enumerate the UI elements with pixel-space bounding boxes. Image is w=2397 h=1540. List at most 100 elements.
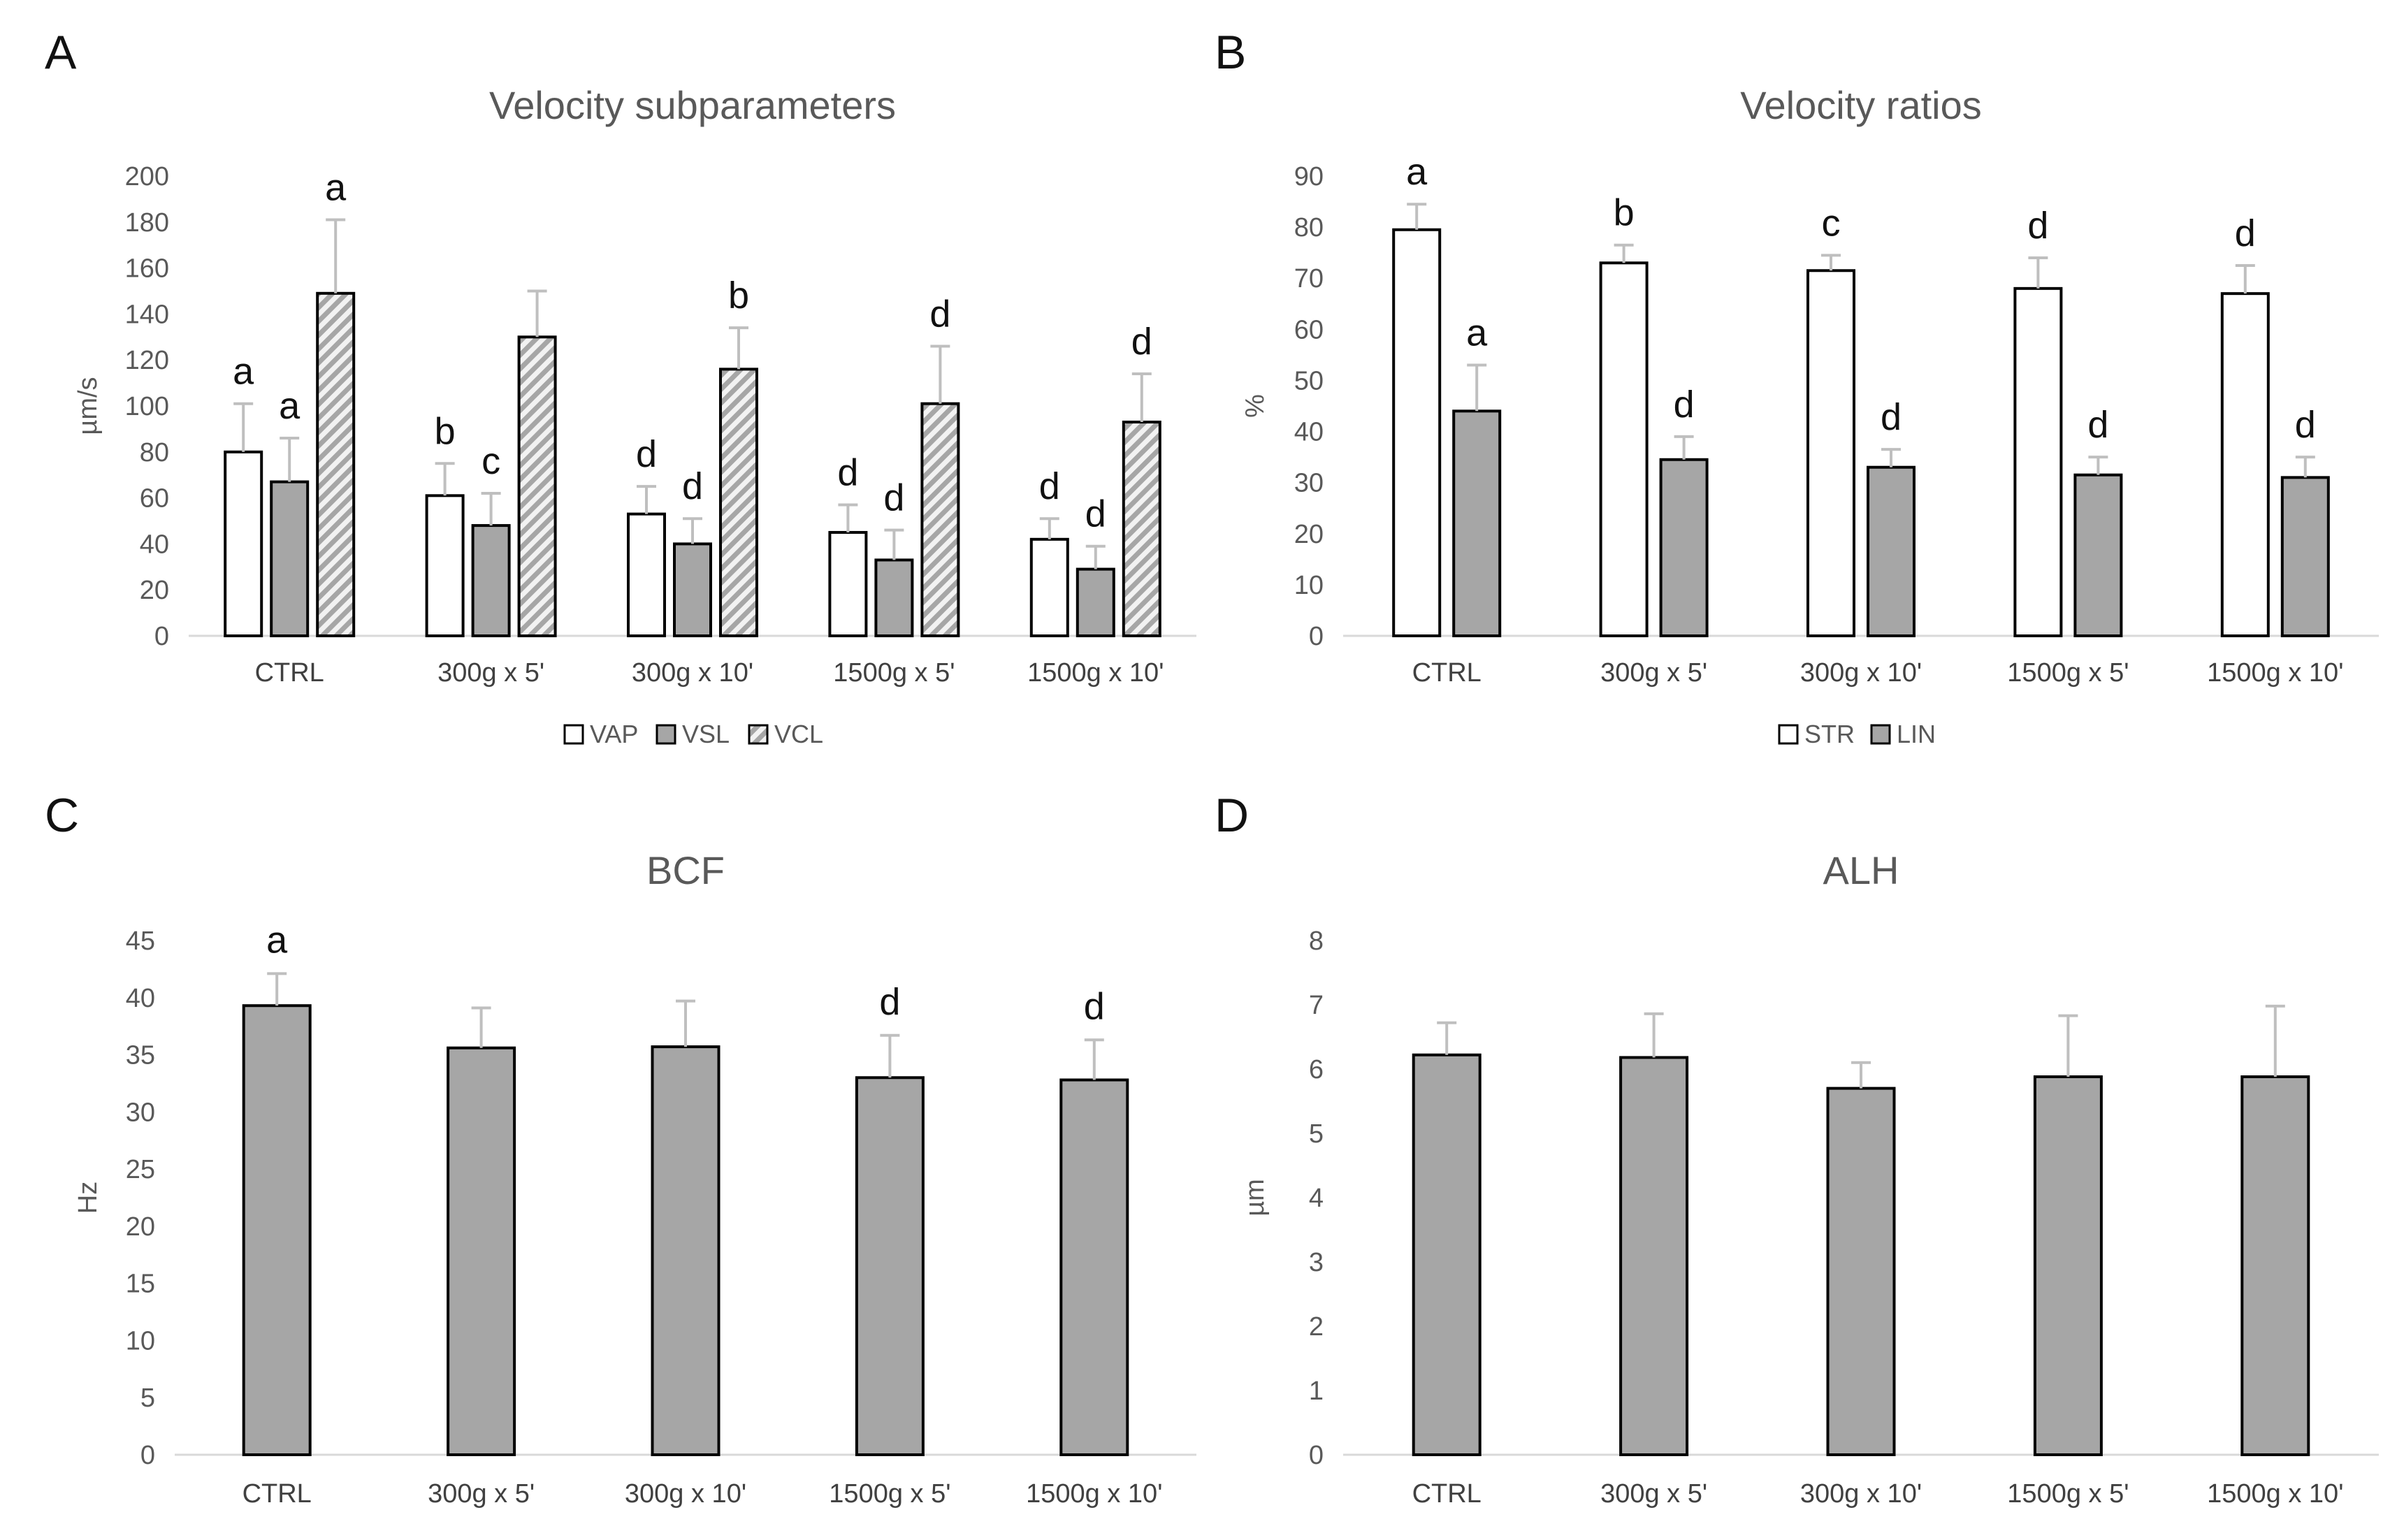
category-label: 1500g x 10' [1027, 658, 1164, 688]
legend-label-vap: VAP [590, 720, 638, 748]
bar-vap [224, 450, 263, 637]
category-label: CTRL [1412, 1479, 1482, 1509]
chart-title-c: BCF [646, 848, 725, 892]
category-label: CTRL [255, 658, 324, 688]
y-tick-label: 80 [1294, 213, 1324, 242]
bar-vsl [270, 480, 310, 637]
bar-value [447, 1046, 516, 1456]
charts-layer: Velocity subparameters020406080100120140… [73, 83, 2379, 1509]
bar-value [651, 1045, 720, 1456]
bar-vap [425, 494, 465, 637]
significance-label: a [1466, 312, 1488, 354]
category-label: 300g x 5' [428, 1479, 535, 1509]
significance-label: d [1085, 493, 1106, 535]
significance-label: a [1406, 151, 1428, 193]
bar-vcl [920, 402, 960, 638]
chart-panel-a: Velocity subparameters 0 20 40 60 80 100 120 140… [73, 83, 1196, 748]
y-tick-label: 30 [126, 1098, 155, 1127]
chart-panel-c: BCF 0 5 10 15 20 25 30 35 40 45 Hz CTRL a 300g x 5' 300… [73, 848, 1196, 1509]
category-label: 1500g x 10' [2207, 658, 2343, 688]
chart-title-b: Velocity ratios [1740, 83, 1982, 127]
bar-vap [1029, 537, 1069, 637]
y-tick-label: 90 [1294, 162, 1324, 191]
y-tick-label: 0 [140, 1441, 155, 1470]
bar-vsl [1076, 567, 1115, 638]
y-axis-label: µm [1240, 1179, 1270, 1216]
significance-label: a [233, 351, 254, 393]
bar-vcl [719, 368, 758, 637]
panel-letter-b: B [1215, 26, 1246, 79]
category-label: 1500g x 10' [2207, 1479, 2343, 1509]
significance-label: d [929, 293, 950, 335]
category-label: 300g x 10' [1800, 658, 1922, 688]
legend-swatch-vcl [748, 724, 769, 745]
y-tick-label: 4 [1309, 1184, 1324, 1213]
y-tick-label: 1 [1309, 1376, 1324, 1406]
y-tick-label: 50 [1294, 366, 1324, 395]
bar-value [242, 1004, 312, 1456]
y-tick-label: 70 [1294, 264, 1324, 293]
significance-label: a [279, 385, 300, 427]
category-label: 300g x 10' [1800, 1479, 1922, 1509]
bar-lin [1452, 409, 1502, 637]
significance-label: d [636, 433, 657, 475]
y-tick-label: 40 [1294, 418, 1324, 447]
significance-label: b [1614, 192, 1635, 234]
significance-label: b [435, 410, 456, 452]
y-axis-label: µm/s [73, 377, 103, 435]
category-label: 1500g x 10' [1026, 1479, 1162, 1509]
category-label: CTRL [1412, 658, 1482, 688]
y-tick-label: 2 [1309, 1312, 1324, 1342]
significance-label: d [1674, 384, 1695, 426]
bar-vsl [673, 542, 712, 638]
category-label: CTRL [242, 1479, 312, 1509]
y-tick-label: 100 [125, 392, 169, 421]
legend-swatch-lin [1870, 724, 1891, 745]
significance-label: d [837, 451, 858, 493]
y-tick-label: 40 [126, 984, 155, 1013]
bar-lin [2073, 473, 2123, 638]
y-tick-label: 60 [1294, 315, 1324, 344]
bar-vcl [1122, 421, 1161, 638]
category-label: 300g x 10' [625, 1479, 746, 1509]
bar-value [855, 1076, 925, 1457]
y-tick-label: 180 [125, 208, 169, 238]
y-tick-label: 120 [125, 346, 169, 375]
y-tick-label: 15 [126, 1270, 155, 1299]
chart-panel-d: ALH 0 1 2 3 4 5 6 7 8 µm CTRL 300g x 5' 300g x 10' 150… [1240, 848, 2379, 1509]
y-tick-label: 200 [125, 162, 169, 191]
bar-str [1806, 269, 1855, 637]
bar-lin [1867, 465, 1916, 637]
bar-str [2220, 292, 2270, 637]
bar-vap [627, 512, 666, 637]
y-tick-label: 8 [1309, 927, 1324, 956]
legend-swatch-vap [563, 724, 584, 745]
bar-value [2033, 1075, 2103, 1457]
chart-panel-b: Velocity ratios 0 10 20 30 40 50 60 70 80 90% CTRL a… [1240, 83, 2379, 748]
y-tick-label: 80 [140, 438, 169, 467]
significance-label: d [2087, 404, 2108, 446]
significance-label: d [1881, 396, 1902, 438]
significance-label: d [682, 465, 703, 507]
significance-label: c [481, 440, 500, 482]
y-tick-label: 0 [1309, 1441, 1324, 1470]
category-label: 300g x 10' [632, 658, 753, 688]
legend-label-vsl: VSL [682, 720, 730, 748]
category-label: 1500g x 5' [2007, 658, 2129, 688]
panel-letter-d: D [1215, 789, 1249, 842]
y-tick-label: 30 [1294, 469, 1324, 498]
y-tick-label: 20 [1294, 520, 1324, 549]
significance-label: a [325, 167, 347, 209]
bar-vsl [471, 524, 511, 638]
y-tick-label: 140 [125, 300, 169, 329]
category-label: 1500g x 5' [829, 1479, 950, 1509]
chart-title-a: Velocity subparameters [489, 83, 896, 127]
significance-label: a [266, 919, 288, 961]
y-tick-label: 60 [140, 484, 169, 514]
y-tick-label: 0 [154, 622, 169, 651]
bar-str [2013, 286, 2063, 637]
y-tick-label: 5 [1309, 1119, 1324, 1149]
y-axis-label: % [1240, 394, 1270, 418]
bar-str [1392, 228, 1442, 637]
